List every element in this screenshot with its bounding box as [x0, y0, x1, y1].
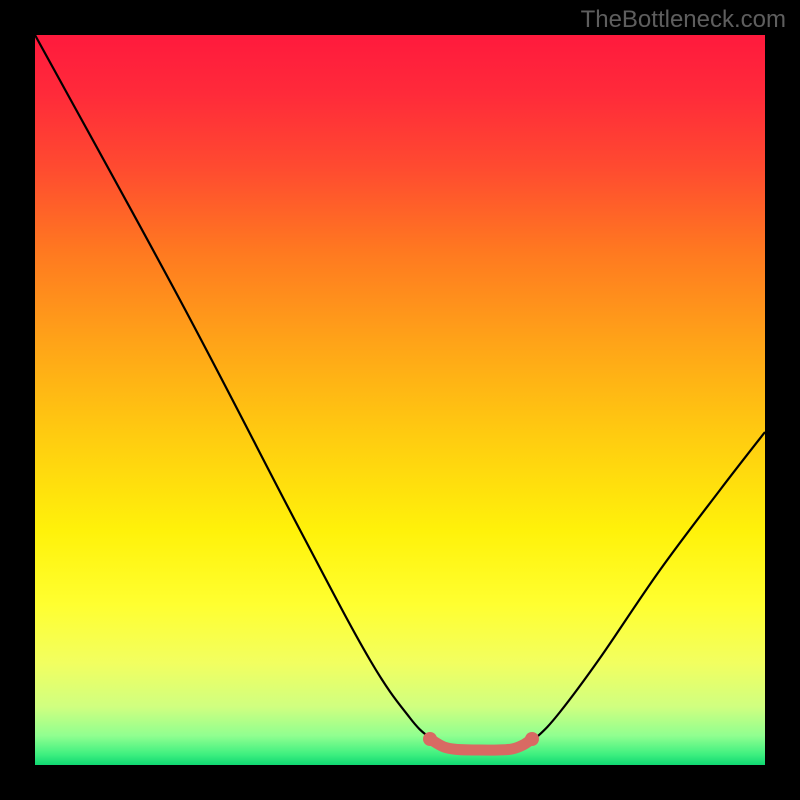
chart-frame: TheBottleneck.com — [0, 0, 800, 800]
bottleneck-curve-chart — [0, 0, 800, 800]
optimal-range-start-dot — [423, 732, 437, 746]
optimal-range-end-dot — [525, 732, 539, 746]
plot-background — [35, 35, 765, 765]
watermark-label: TheBottleneck.com — [581, 6, 786, 34]
